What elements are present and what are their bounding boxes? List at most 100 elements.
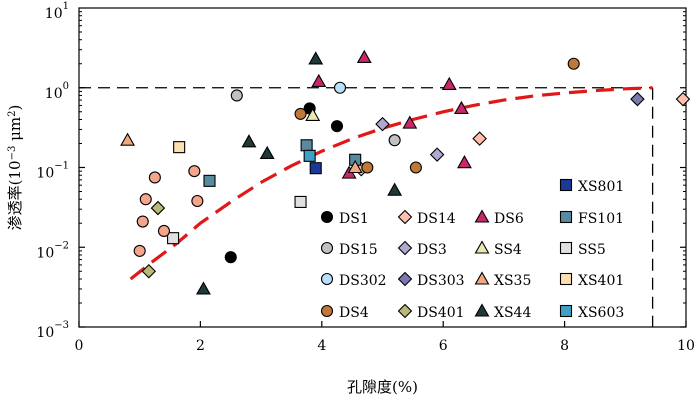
data-point-unlabeled [133,244,146,257]
legend-label-ds6: DS6 [494,211,524,227]
data-point-ds6 [402,115,418,129]
data-point-ds303 [630,91,645,107]
data-point-unlabeled [157,224,171,238]
data-point-xs603 [303,149,316,162]
data-point-unlabeled [139,193,152,206]
data-point-ds14 [675,91,691,107]
legend-marker-ds303 [397,271,413,287]
data-point-xs44 [259,145,275,160]
legend: XS801 DS1 DS14 DS6 FS101 DS15 DS3 SS4 SS5 DS302 DS… [320,178,624,321]
data-point-ss4 [305,107,321,121]
x-tick-label: 0 [75,338,84,354]
legend-label-ss5: SS5 [578,242,606,258]
data-points [120,49,691,295]
legend-marker-ds14 [397,209,413,225]
data-point-xs401 [173,141,186,154]
legend-marker-xs603 [559,304,573,318]
data-point-ds15 [230,89,243,102]
data-point-ds3 [429,147,445,162]
data-point-ss5 [294,195,307,208]
legend-marker-ss5 [559,241,573,255]
data-point-ds4 [361,161,374,174]
y-tick-label: 10−3 [36,320,69,341]
data-point-fs101 [203,174,216,187]
legend-label-ss4: SS4 [494,242,522,258]
fit-curve [129,86,653,281]
legend-label-xs801: XS801 [578,179,624,195]
y-tick-label: 10−2 [36,240,69,261]
data-point-ds15 [388,134,401,147]
data-point-ds6 [311,73,327,87]
data-point-ds6 [356,49,372,63]
legend-marker-ds401 [397,303,413,319]
data-point-ds302 [333,81,347,94]
data-point-ds4 [567,57,580,70]
x-tick-label: 6 [439,338,448,354]
data-point-ds6 [441,76,457,90]
legend-label-xs35: XS35 [494,273,531,289]
data-point-xs44 [387,182,403,196]
legend-marker-ss4 [474,240,490,254]
data-point-ds6 [453,100,469,115]
legend-label-xs603: XS603 [578,305,624,321]
legend-label-fs101: FS101 [578,211,624,227]
legend-label-ds4: DS4 [339,305,369,321]
legend-marker-xs401 [559,272,573,286]
legend-marker-ds6 [474,209,490,223]
y-axis-label-exp: −3 [7,146,18,161]
data-point-ds6 [457,155,472,169]
legend-marker-ds302 [320,272,334,286]
legend-marker-ds15 [320,241,334,255]
y-axis-label-main: 渗透率(10 [6,160,24,230]
legend-label-ds1: DS1 [339,211,369,227]
data-point-ds14 [472,131,487,146]
data-point-xs35 [120,132,136,146]
data-point-ss5 [167,232,180,245]
x-axis-label: 孔隙度(%) [347,378,418,396]
data-point-ds3 [375,116,390,132]
legend-marker-xs35 [474,271,490,285]
legend-label-xs44: XS44 [494,305,531,321]
legend-label-xs401: XS401 [578,273,624,289]
reference-lines [79,87,654,327]
legend-marker-xs44 [474,303,490,317]
y-axis-label-unit: μm [6,117,24,146]
data-point-unlabeled [136,215,149,228]
x-tick-label: 8 [560,338,569,354]
y-axis-label-unit-exp: 2 [7,111,18,117]
x-tick-label: 4 [317,338,326,354]
data-point-ds401 [150,200,166,216]
legend-label-ds14: DS14 [417,211,456,227]
legend-label-ds303: DS303 [417,273,465,289]
data-point-unlabeled [188,165,201,178]
legend-label-ds3: DS3 [417,242,447,258]
x-tick-label: 2 [196,338,205,354]
data-point-xs44 [241,134,257,148]
data-point-ds4 [294,107,307,120]
data-point-fs101 [300,139,313,152]
x-tick-label: 10 [677,338,695,354]
legend-label-ds401: DS401 [417,305,465,321]
legend-marker-xs801 [559,178,573,192]
axis-ticks: 0 2 4 6 8 10 101 100 10−1 10−2 10−3 [36,1,694,354]
data-point-ds1 [330,120,344,133]
data-point-unlabeled [148,171,161,184]
y-axis-label: 渗透率(10−3 μm2) [6,105,24,231]
legend-marker-ds1 [320,210,334,224]
y-tick-label: 10−1 [36,161,69,182]
data-point-xs44 [308,51,324,65]
data-point-xs801 [309,162,322,175]
data-point-ds1 [224,251,237,264]
y-tick-label: 100 [45,81,69,102]
legend-label-ds15: DS15 [339,242,378,258]
data-point-unlabeled [191,194,204,208]
legend-marker-fs101 [559,210,573,224]
data-point-xs44 [195,281,211,295]
data-point-ds4 [409,161,422,174]
fit-curve-layer [129,86,653,281]
data-point-xs35 [347,159,363,174]
data-point-ds401 [141,263,157,279]
y-tick-label: 101 [45,1,69,22]
y-axis-label-end: ) [6,105,24,111]
